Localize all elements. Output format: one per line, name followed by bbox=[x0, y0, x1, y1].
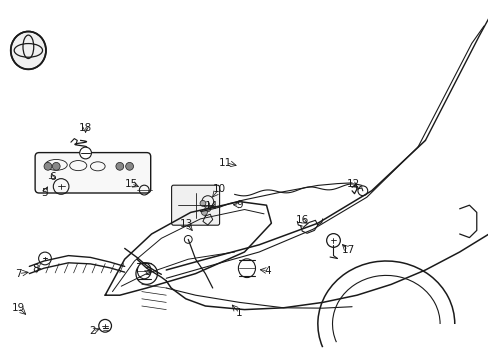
Circle shape bbox=[39, 252, 51, 265]
Text: 19: 19 bbox=[12, 303, 25, 313]
Circle shape bbox=[99, 319, 111, 332]
Text: 12: 12 bbox=[346, 179, 359, 189]
Text: 5: 5 bbox=[41, 188, 48, 198]
Circle shape bbox=[52, 162, 60, 170]
FancyBboxPatch shape bbox=[171, 185, 219, 225]
Circle shape bbox=[116, 162, 123, 170]
FancyBboxPatch shape bbox=[35, 153, 150, 193]
Circle shape bbox=[204, 206, 210, 212]
Text: 17: 17 bbox=[341, 245, 354, 255]
Text: 18: 18 bbox=[79, 123, 92, 133]
Text: 3: 3 bbox=[144, 267, 151, 277]
Text: 7: 7 bbox=[15, 269, 22, 279]
Ellipse shape bbox=[137, 263, 151, 279]
Text: 9: 9 bbox=[236, 200, 243, 210]
Text: 10: 10 bbox=[212, 184, 225, 194]
Circle shape bbox=[326, 234, 340, 247]
Ellipse shape bbox=[11, 31, 46, 69]
Text: 16: 16 bbox=[295, 215, 308, 225]
Text: 11: 11 bbox=[219, 158, 232, 168]
Circle shape bbox=[125, 162, 133, 170]
Text: 13: 13 bbox=[180, 219, 193, 229]
Circle shape bbox=[201, 210, 207, 215]
Circle shape bbox=[200, 201, 205, 206]
Text: 15: 15 bbox=[124, 179, 138, 189]
Text: 4: 4 bbox=[264, 266, 271, 276]
Ellipse shape bbox=[238, 259, 255, 278]
Circle shape bbox=[80, 147, 91, 159]
Text: 8: 8 bbox=[32, 264, 39, 274]
Circle shape bbox=[136, 263, 157, 284]
Text: 6: 6 bbox=[49, 172, 56, 182]
Circle shape bbox=[44, 162, 52, 170]
Text: 14: 14 bbox=[204, 201, 218, 211]
Text: 1: 1 bbox=[236, 308, 243, 318]
Text: 2: 2 bbox=[89, 326, 96, 336]
